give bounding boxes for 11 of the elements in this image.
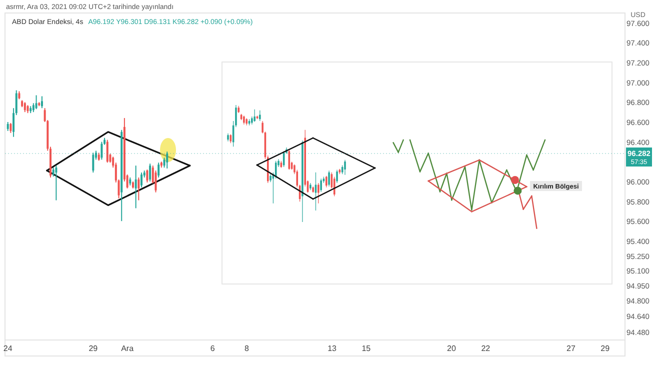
x-tick-label: 13: [328, 344, 338, 353]
x-tick-label: 29: [600, 344, 610, 353]
x-tick-label: 24: [3, 344, 13, 353]
x-tick-label: 20: [447, 344, 457, 353]
x-tick-label: 22: [481, 344, 491, 353]
x-tick-label: 27: [566, 344, 576, 353]
x-tick-label: 8: [244, 344, 250, 353]
x-tick-label: 29: [88, 344, 98, 353]
x-tick-label: Ara: [121, 344, 134, 353]
x-tick-label: 6: [210, 344, 216, 353]
x-tick-label: 15: [362, 344, 372, 353]
